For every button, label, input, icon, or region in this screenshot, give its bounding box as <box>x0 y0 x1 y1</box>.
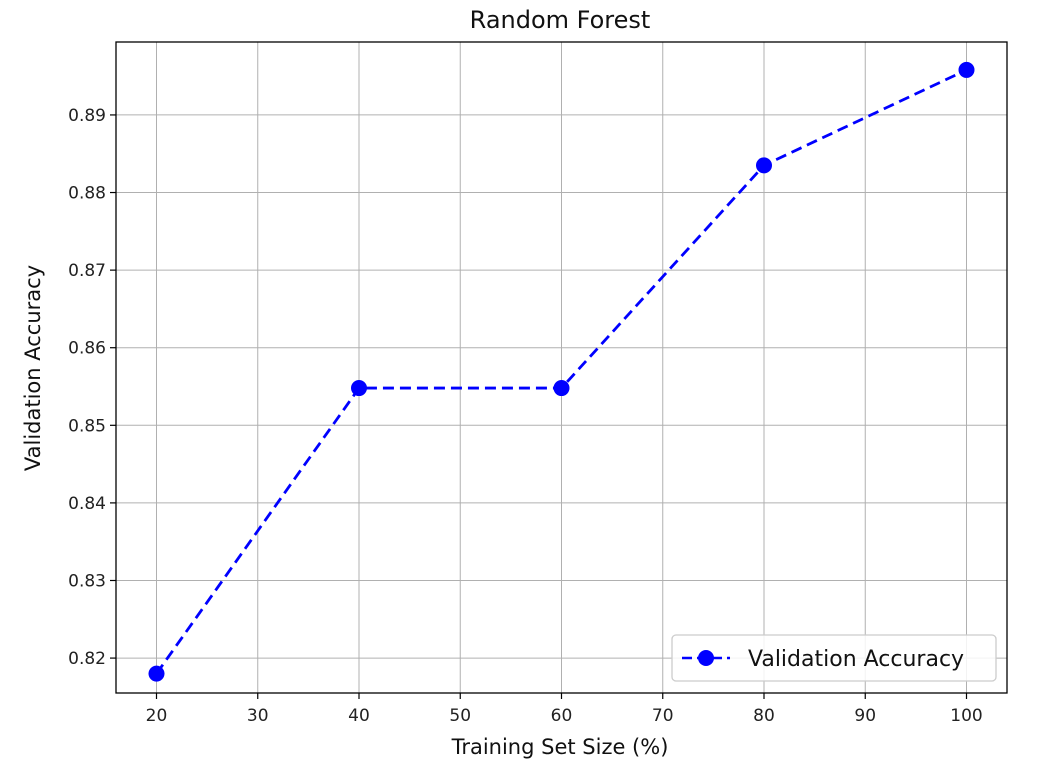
y-tick-label: 0.83 <box>68 571 106 591</box>
data-point <box>958 61 975 78</box>
x-tick-label: 40 <box>348 706 370 726</box>
data-point <box>756 157 772 174</box>
data-point <box>148 665 165 682</box>
y-tick-label: 0.82 <box>68 649 106 669</box>
x-tick-label: 80 <box>753 706 775 726</box>
y-tick-label: 0.87 <box>68 261 106 281</box>
x-tick-label: 50 <box>449 706 471 726</box>
legend: Validation Accuracy <box>671 634 997 682</box>
x-tick-label: 90 <box>854 706 876 726</box>
x-tick-label: 60 <box>551 706 573 726</box>
y-tick-label: 0.84 <box>68 494 106 514</box>
y-tick-label: 0.89 <box>68 106 106 126</box>
y-ticks: 0.82 0.83 0.84 0.85 0.86 0.87 0.88 0.89 <box>68 106 116 669</box>
y-tick-label: 0.86 <box>68 339 106 359</box>
x-tick-label: 30 <box>247 706 269 726</box>
data-point <box>351 380 367 397</box>
grid <box>116 42 1007 693</box>
y-tick-label: 0.88 <box>68 184 106 204</box>
legend-box <box>671 634 997 682</box>
legend-label: Validation Accuracy <box>748 647 964 672</box>
legend-marker <box>698 650 714 666</box>
chart-title: Random Forest <box>470 6 651 34</box>
x-axis-label: Training Set Size (%) <box>451 735 669 759</box>
series-group <box>148 61 975 682</box>
x-tick-label: 100 <box>950 706 982 726</box>
y-axis-label: Validation Accuracy <box>21 265 45 471</box>
plot-frame <box>115 41 1008 694</box>
x-tick-label: 20 <box>146 706 168 726</box>
x-tick-label: 70 <box>652 706 674 726</box>
data-point <box>553 380 570 397</box>
y-tick-label: 0.85 <box>68 416 106 436</box>
x-ticks: 20 30 40 50 60 70 80 90 100 <box>146 693 983 726</box>
